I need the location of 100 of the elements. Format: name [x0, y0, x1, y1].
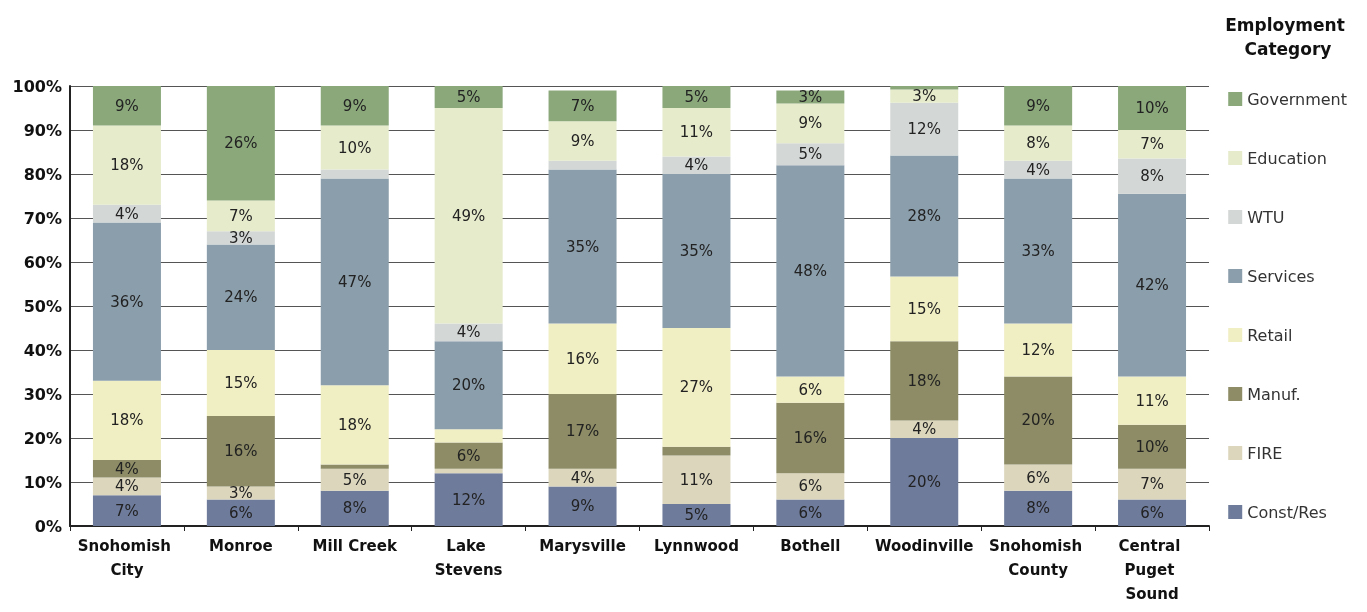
legend-label: Government	[1247, 89, 1347, 109]
data-label: 18%	[338, 415, 372, 434]
y-tick-label: 90%	[23, 120, 62, 140]
y-tick-label: 70%	[23, 208, 62, 228]
data-label: 12%	[451, 490, 486, 509]
data-label: 9%	[570, 497, 595, 516]
bar	[1004, 490, 1073, 526]
data-label: 10%	[338, 138, 372, 157]
data-label: 3%	[228, 484, 253, 502]
bar	[92, 86, 161, 126]
bar	[776, 165, 845, 377]
data-label: 4%	[684, 156, 709, 175]
bar	[206, 200, 275, 232]
data-label: 9%	[798, 114, 823, 133]
bar	[1004, 323, 1073, 377]
data-label: 5%	[798, 145, 823, 164]
data-label: 6%	[798, 477, 823, 496]
bar	[320, 385, 389, 465]
data-label: 8%	[342, 499, 367, 518]
data-label: 16%	[793, 429, 828, 447]
legend-label: Retail	[1247, 325, 1293, 345]
data-label: 35%	[679, 242, 714, 260]
data-label: 18%	[110, 411, 144, 430]
bar	[1118, 376, 1187, 425]
data-label: 47%	[338, 272, 372, 291]
data-label: 6%	[456, 446, 481, 465]
bar	[434, 473, 503, 526]
bar	[890, 155, 959, 277]
data-label: 3%	[912, 87, 937, 106]
data-label: 7%	[1140, 475, 1164, 494]
data-label: 5%	[684, 506, 709, 524]
data-label: 18%	[907, 371, 941, 390]
bar	[1004, 86, 1073, 126]
bar	[890, 102, 959, 156]
data-label: 27%	[679, 378, 714, 397]
data-label: 4%	[115, 477, 139, 496]
bar	[1004, 376, 1073, 465]
data-label: 8%	[1026, 499, 1051, 518]
y-tick-label: 100%	[12, 76, 62, 96]
bar	[1118, 468, 1187, 500]
data-label: 9%	[342, 96, 367, 115]
bar	[548, 90, 617, 122]
x-tick-label: Woodinville	[874, 537, 974, 555]
bar	[206, 499, 275, 526]
data-label: 9%	[570, 132, 595, 150]
data-label: 7%	[570, 96, 595, 115]
y-tick-label: 0%	[34, 516, 62, 536]
data-label: 4%	[115, 204, 139, 223]
bar	[92, 222, 161, 381]
legend-label: Const/Res	[1247, 502, 1327, 522]
bar	[662, 328, 731, 447]
x-tick-label: Marysville	[539, 537, 626, 555]
y-tick-label: 80%	[23, 164, 62, 184]
legend-label: Education	[1247, 148, 1327, 168]
data-label: 6%	[1140, 503, 1164, 522]
x-tick-label: Snohomish County	[988, 537, 1088, 579]
data-label: 42%	[1135, 276, 1169, 295]
bar	[1118, 86, 1187, 130]
bar	[548, 323, 617, 394]
data-label: 20%	[907, 473, 941, 491]
data-label: 5%	[684, 88, 709, 106]
y-tick-label: 50%	[23, 296, 62, 316]
bar	[890, 341, 959, 421]
legend-label: Manuf.	[1247, 384, 1301, 404]
bar	[206, 244, 275, 350]
bar	[1118, 130, 1187, 159]
bar	[1118, 158, 1187, 194]
data-label: 7%	[228, 206, 253, 225]
y-tick-label: 30%	[23, 384, 62, 404]
bar	[548, 121, 617, 161]
y-tick-label: 10%	[23, 472, 62, 492]
data-label: 4%	[456, 323, 481, 342]
bar	[206, 416, 275, 487]
data-label: 17%	[565, 422, 600, 441]
bar	[434, 442, 503, 469]
data-label: 28%	[907, 207, 941, 226]
x-tick-label: Monroe	[208, 537, 273, 555]
bar	[320, 169, 389, 179]
bar	[776, 499, 845, 526]
bar	[776, 103, 845, 144]
data-label: 6%	[798, 380, 823, 399]
data-label: 7%	[1140, 135, 1164, 154]
bar	[320, 468, 389, 491]
data-label: 11%	[679, 470, 714, 489]
bar	[548, 486, 617, 526]
bar	[434, 86, 503, 108]
data-label: 10%	[1135, 437, 1169, 456]
bar	[662, 504, 731, 526]
bar	[548, 394, 617, 469]
data-label: 4%	[912, 420, 937, 439]
bar	[434, 108, 503, 324]
data-label: 10%	[1135, 99, 1169, 117]
bar	[890, 86, 959, 90]
bar	[92, 380, 161, 460]
data-label: 49%	[451, 206, 486, 225]
bar	[548, 169, 617, 324]
data-label: 24%	[224, 288, 258, 307]
bar	[206, 86, 275, 201]
data-label: 36%	[110, 292, 144, 311]
data-label: 26%	[224, 134, 258, 153]
